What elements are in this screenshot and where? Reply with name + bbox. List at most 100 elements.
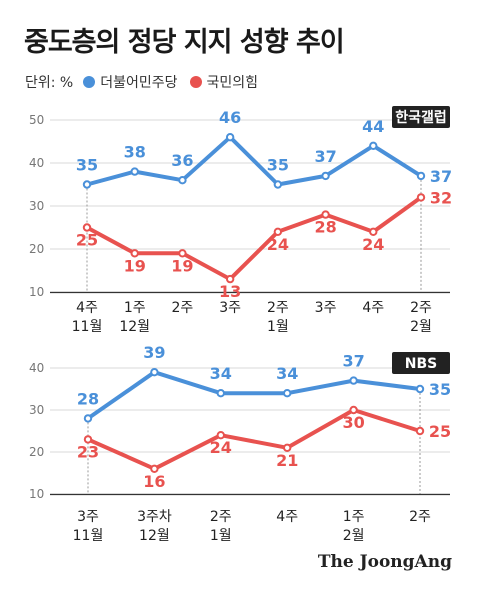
x-tick-label: 2주 — [410, 300, 432, 316]
x-tick-label: 4주 — [362, 300, 384, 316]
data-label: 13 — [219, 282, 241, 301]
x-tick-label: 3주차 — [137, 509, 172, 525]
data-label: 46 — [219, 108, 241, 127]
data-label: 35 — [267, 156, 289, 175]
series-line-democratic — [86, 370, 422, 421]
data-label: 36 — [171, 151, 193, 170]
x-tick-month-label: 12월 — [119, 319, 150, 335]
data-point — [321, 210, 330, 219]
data-label: 34 — [210, 364, 232, 383]
data-label: 24 — [362, 235, 384, 254]
legend-label-democratic: 더불어민주당 — [100, 75, 178, 91]
data-point — [150, 368, 159, 377]
data-label: 44 — [362, 117, 384, 136]
data-label: 37 — [430, 167, 452, 186]
y-tick-label: 40 — [29, 361, 44, 375]
y-tick-label: 10 — [29, 285, 44, 299]
data-point — [415, 426, 425, 436]
publisher-logo: The JoongAng — [317, 552, 452, 572]
x-tick-label: 1주 — [124, 300, 146, 316]
data-point — [216, 389, 226, 398]
x-tick-month-label: 2월 — [343, 528, 365, 544]
y-tick-label: 20 — [29, 445, 44, 459]
data-label: 34 — [276, 364, 298, 383]
data-point — [273, 227, 283, 237]
data-label: 35 — [76, 156, 98, 175]
data-point — [321, 171, 330, 181]
data-label: 37 — [314, 147, 336, 166]
data-label: 30 — [342, 413, 364, 432]
source-badge-bg — [392, 352, 450, 374]
data-label: 39 — [143, 343, 165, 362]
data-point — [225, 133, 235, 142]
x-tick-month-label: 11월 — [72, 319, 103, 335]
data-label: 16 — [143, 472, 165, 491]
data-point — [178, 176, 187, 185]
x-tick-label: 3주 — [315, 300, 337, 316]
data-label: 35 — [429, 380, 451, 399]
legend-label-ppp: 국민의힘 — [206, 75, 259, 91]
legend: 단위: % 더불어민주당 국민의힘 — [25, 72, 270, 92]
data-point — [349, 376, 358, 385]
x-tick-month-label: 12월 — [139, 528, 170, 544]
data-label: 21 — [276, 451, 298, 470]
data-point — [283, 389, 292, 398]
data-label: 28 — [77, 389, 99, 408]
data-label: 32 — [430, 188, 452, 207]
x-tick-label: 3주 — [219, 300, 241, 316]
legend-item-ppp: 국민의힘 — [189, 72, 259, 92]
x-tick-label: 2주 — [172, 300, 194, 316]
data-point — [216, 431, 226, 440]
data-point — [349, 405, 358, 415]
data-point — [130, 249, 139, 258]
y-tick-label: 30 — [29, 403, 44, 417]
series-line-ppp — [85, 195, 423, 282]
data-label: 25 — [76, 231, 98, 250]
source-badge-label: 한국갤럽 — [395, 110, 447, 126]
data-point — [130, 167, 139, 176]
x-tick-month-label: 11월 — [73, 528, 104, 544]
data-point — [416, 171, 426, 181]
x-tick-label: 1주 — [343, 509, 365, 525]
x-tick-month-label: 1월 — [210, 528, 232, 544]
legend-item-democratic: 더불어민주당 — [83, 72, 178, 92]
y-tick-label: 20 — [29, 242, 44, 256]
source-badge-bg — [392, 106, 450, 128]
data-label: 19 — [171, 256, 193, 275]
data-point — [283, 443, 292, 452]
x-tick-label: 4주 — [276, 509, 298, 525]
x-tick-month-label: 2월 — [410, 319, 432, 335]
series-line-ppp — [86, 408, 422, 471]
x-tick-label: 2주 — [210, 509, 232, 525]
x-tick-month-label: 1월 — [267, 319, 289, 335]
data-point — [82, 223, 92, 232]
x-tick-label: 2주 — [267, 300, 289, 316]
data-point — [150, 464, 159, 473]
data-label: 19 — [124, 256, 146, 275]
x-tick-label: 2주 — [409, 509, 431, 525]
data-point — [225, 274, 235, 284]
y-tick-label: 40 — [29, 156, 44, 170]
data-point — [83, 414, 93, 423]
data-point — [178, 249, 187, 258]
data-label: 38 — [124, 143, 146, 162]
data-label: 25 — [429, 422, 451, 441]
unit-label: 단위: % — [25, 75, 74, 91]
y-tick-label: 50 — [29, 113, 44, 127]
legend-swatch-ppp — [189, 76, 202, 88]
data-point — [82, 180, 92, 189]
y-tick-label: 30 — [29, 199, 44, 213]
y-tick-label: 10 — [29, 487, 44, 501]
x-tick-label: 3주 — [77, 509, 99, 525]
data-label: 37 — [342, 352, 364, 371]
data-label: 24 — [267, 235, 289, 254]
data-label: 24 — [210, 438, 232, 457]
legend-swatch-democratic — [83, 76, 96, 88]
chart-title: 중도층의 정당 지지 성향 추이 — [24, 27, 345, 58]
series-line-democratic — [85, 135, 423, 187]
x-tick-label: 4주 — [76, 300, 98, 316]
data-point — [273, 180, 283, 189]
data-point — [416, 193, 426, 202]
data-point — [83, 435, 93, 444]
